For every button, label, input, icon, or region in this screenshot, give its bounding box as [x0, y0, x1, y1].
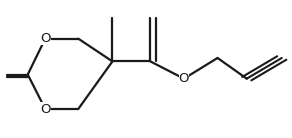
Text: O: O	[40, 103, 51, 116]
Text: O: O	[179, 72, 189, 85]
Text: O: O	[40, 32, 51, 45]
